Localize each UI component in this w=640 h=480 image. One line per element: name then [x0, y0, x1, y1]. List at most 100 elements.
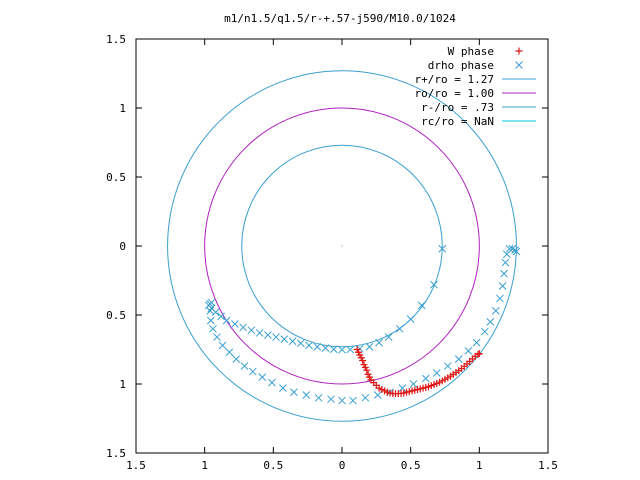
y-tick-label: 1.5 [106, 447, 126, 460]
data-point [218, 341, 227, 350]
data-point [231, 320, 239, 328]
data-point [263, 331, 272, 339]
y-tick-label: 1 [119, 102, 126, 115]
x-tick-label: 1 [201, 459, 208, 472]
data-point [438, 244, 447, 253]
data-point [206, 307, 215, 315]
legend-swatch [515, 47, 523, 55]
data-point [288, 337, 297, 346]
chart-title: m1/n1.5/q1.5/r-+.57-j590/M10.0/1024 [224, 12, 456, 25]
legend-label: ro/ro = 1.00 [415, 87, 494, 100]
data-point [255, 329, 264, 337]
data-point [406, 315, 415, 323]
data-point [512, 247, 521, 256]
data-point [359, 357, 367, 365]
data-point [232, 355, 241, 364]
reference-circle-1 [204, 107, 480, 385]
axis-ticks: 1.5 1 0.5 0 0.5 1 1.51.510.500.511.5 [106, 33, 558, 472]
data-point [290, 388, 298, 397]
data-point [363, 366, 371, 374]
data-point [327, 395, 335, 404]
legend-label: r+/ro = 1.27 [415, 73, 494, 86]
data-point [464, 347, 473, 355]
data-point [480, 327, 489, 336]
data-point [501, 258, 510, 267]
data-point [247, 326, 256, 335]
data-point [443, 362, 452, 370]
data-point [338, 345, 346, 354]
data-point [258, 373, 267, 381]
data-point [496, 294, 504, 303]
x-tick-label: 1 [476, 459, 483, 472]
data-point [213, 333, 221, 341]
x-tick-label: 0.5 [263, 459, 283, 472]
data-point [272, 333, 280, 341]
data-point [432, 369, 441, 377]
data-point [365, 342, 374, 351]
reference-circle-0 [167, 70, 517, 422]
data-point [395, 324, 404, 333]
x-tick-label: 0.5 [401, 459, 421, 472]
data-point [474, 350, 482, 358]
data-point [491, 307, 500, 315]
data-series [204, 244, 521, 405]
data-point [498, 282, 507, 290]
data-point [268, 378, 276, 387]
data-point [240, 362, 249, 370]
y-tick-label: 1 [119, 378, 126, 391]
data-point [384, 333, 393, 341]
data-point [430, 280, 438, 289]
data-point [472, 338, 481, 347]
data-point [209, 324, 217, 333]
data-point [321, 344, 330, 352]
data-point [296, 339, 305, 348]
x-tick-label: 1.5 [538, 459, 558, 472]
legend-swatch [515, 61, 523, 69]
data-point [217, 312, 226, 321]
data-point [206, 316, 215, 325]
data-point [338, 396, 346, 405]
reference-circles [167, 70, 517, 422]
data-point [486, 318, 495, 326]
data-point [409, 380, 418, 388]
legend-label: rc/ro = NaN [421, 115, 494, 128]
data-point [500, 269, 508, 278]
data-point [305, 341, 313, 350]
x-tick-label: 1.5 [126, 459, 146, 472]
data-point [302, 391, 311, 399]
data-point [248, 367, 257, 376]
reference-circle-2 [241, 144, 443, 348]
legend-label: W phase [448, 45, 494, 58]
legend-label: r-/ro = .73 [421, 101, 494, 114]
y-tick-label: 0 [119, 240, 126, 253]
origin-dot [341, 245, 343, 247]
data-point [417, 301, 426, 310]
data-point [239, 323, 247, 332]
data-point [313, 342, 322, 351]
data-point [349, 396, 357, 405]
y-tick-label: 1.5 [106, 33, 126, 46]
data-point [329, 345, 338, 354]
data-point [314, 393, 323, 402]
data-point [375, 338, 383, 347]
y-tick-label: 0.5 [106, 171, 126, 184]
data-point [280, 335, 289, 344]
data-point [346, 345, 355, 354]
data-point [398, 384, 407, 392]
data-point [222, 316, 231, 325]
x-tick-label: 0 [339, 459, 346, 472]
series-drho-phase [204, 244, 521, 405]
legend-label: drho phase [428, 59, 494, 72]
data-point [207, 298, 216, 307]
data-point [454, 355, 463, 364]
data-point [421, 374, 430, 383]
data-point [225, 348, 234, 357]
data-point [279, 384, 287, 392]
series-w-phase [353, 346, 483, 398]
y-tick-label: 0.5 [106, 309, 126, 322]
data-point [475, 350, 483, 358]
data-point [361, 393, 370, 402]
data-point [373, 391, 382, 399]
